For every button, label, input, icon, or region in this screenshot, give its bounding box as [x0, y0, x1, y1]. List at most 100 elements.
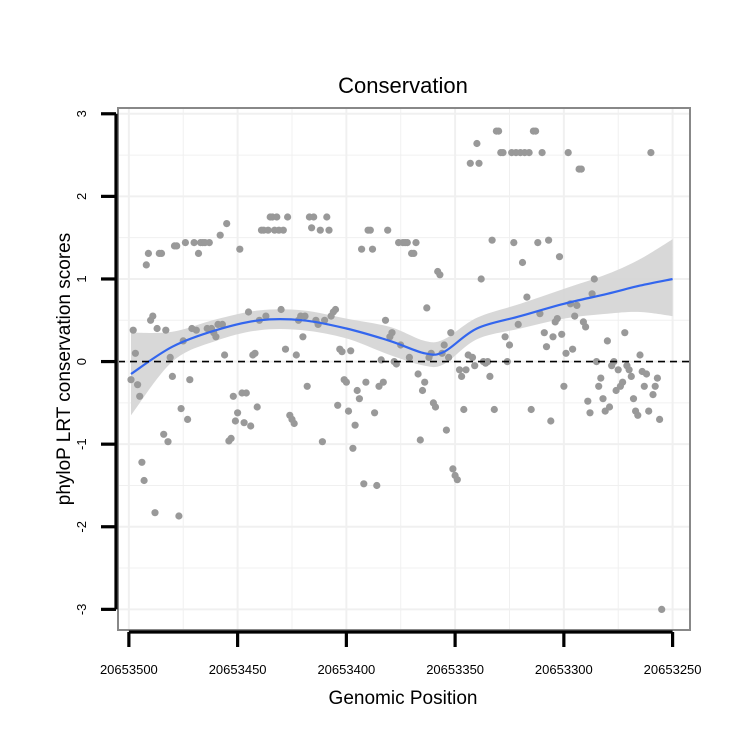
y-tick-label: 1	[74, 275, 89, 282]
data-point	[569, 345, 577, 353]
data-point	[514, 320, 522, 328]
data-point	[381, 316, 390, 324]
data-point	[658, 605, 666, 614]
data-point	[458, 372, 466, 380]
data-point	[379, 378, 387, 386]
y-tick-label: -3	[74, 604, 89, 616]
data-point	[534, 239, 542, 247]
data-point	[144, 249, 152, 257]
data-point	[349, 444, 357, 452]
data-point	[560, 382, 568, 390]
x-tick-label: 20653450	[209, 662, 267, 677]
data-point	[342, 378, 350, 386]
data-point	[308, 224, 316, 232]
data-point	[538, 149, 546, 157]
data-point	[162, 326, 170, 334]
data-point	[344, 407, 353, 415]
data-point	[634, 411, 642, 419]
data-point	[468, 353, 477, 361]
data-point	[321, 316, 329, 324]
data-point	[323, 213, 331, 221]
data-point	[555, 253, 564, 261]
smooth-line-layer	[130, 277, 673, 375]
data-point	[532, 127, 540, 135]
chart-title: Conservation	[338, 73, 468, 98]
data-point	[177, 405, 185, 413]
data-point	[190, 239, 198, 247]
data-point	[377, 356, 385, 364]
data-point	[605, 403, 614, 411]
data-point	[316, 226, 324, 234]
x-tick-label: 20653500	[100, 662, 158, 677]
data-point	[558, 330, 566, 338]
data-point	[405, 353, 413, 361]
data-point	[173, 242, 181, 250]
data-point	[573, 301, 581, 309]
data-point	[462, 366, 470, 374]
data-point	[484, 358, 492, 366]
smooth-line	[130, 277, 673, 375]
data-point	[205, 239, 213, 247]
data-point	[166, 353, 174, 361]
y-tick-label: -1	[74, 438, 89, 450]
data-point	[227, 434, 235, 442]
data-point	[192, 326, 200, 334]
data-point	[153, 324, 161, 333]
data-point	[194, 249, 203, 257]
data-point	[629, 395, 638, 403]
data-point	[234, 409, 242, 417]
data-point	[645, 407, 653, 415]
data-point	[221, 351, 229, 359]
data-point	[236, 245, 244, 253]
data-point	[134, 381, 142, 389]
x-axis-label: Genomic Position	[329, 688, 478, 709]
data-point	[168, 372, 176, 380]
data-point	[582, 323, 590, 331]
data-point	[242, 389, 250, 397]
data-point	[495, 127, 503, 135]
data-point	[284, 213, 292, 221]
data-point	[523, 293, 531, 301]
data-point	[388, 329, 396, 337]
data-point	[212, 333, 220, 341]
data-point	[595, 382, 603, 390]
data-point	[157, 249, 166, 257]
data-point	[184, 415, 192, 423]
data-point	[449, 465, 457, 473]
data-point	[231, 417, 239, 425]
data-point	[277, 305, 285, 314]
data-point	[131, 349, 139, 357]
data-point	[371, 409, 379, 417]
data-point	[334, 401, 342, 409]
data-point	[403, 239, 411, 247]
data-point	[127, 376, 135, 384]
data-point	[649, 391, 657, 399]
data-point	[151, 509, 159, 517]
data-point	[442, 426, 450, 434]
data-point	[160, 430, 168, 438]
data-point	[486, 372, 494, 380]
data-point	[518, 258, 527, 267]
data-point	[240, 419, 248, 427]
data-point	[499, 149, 507, 157]
data-point	[621, 329, 629, 337]
grid	[118, 108, 690, 630]
data-point	[453, 476, 461, 484]
data-point	[603, 337, 612, 345]
data-point	[223, 220, 231, 228]
data-point	[501, 333, 509, 341]
data-point	[477, 275, 485, 283]
data-point	[325, 226, 333, 234]
data-point	[218, 320, 226, 328]
data-point	[303, 382, 311, 390]
data-point	[540, 329, 548, 337]
data-point	[281, 345, 290, 353]
data-point	[586, 409, 594, 417]
x-axis: 20653500 20653450 20653400 20653350 20653300…	[100, 630, 702, 677]
confidence-ribbon	[131, 239, 673, 416]
data-point	[384, 226, 392, 234]
data-point	[466, 159, 474, 167]
x-tick-label: 20653300	[535, 662, 593, 677]
data-point	[564, 149, 572, 157]
